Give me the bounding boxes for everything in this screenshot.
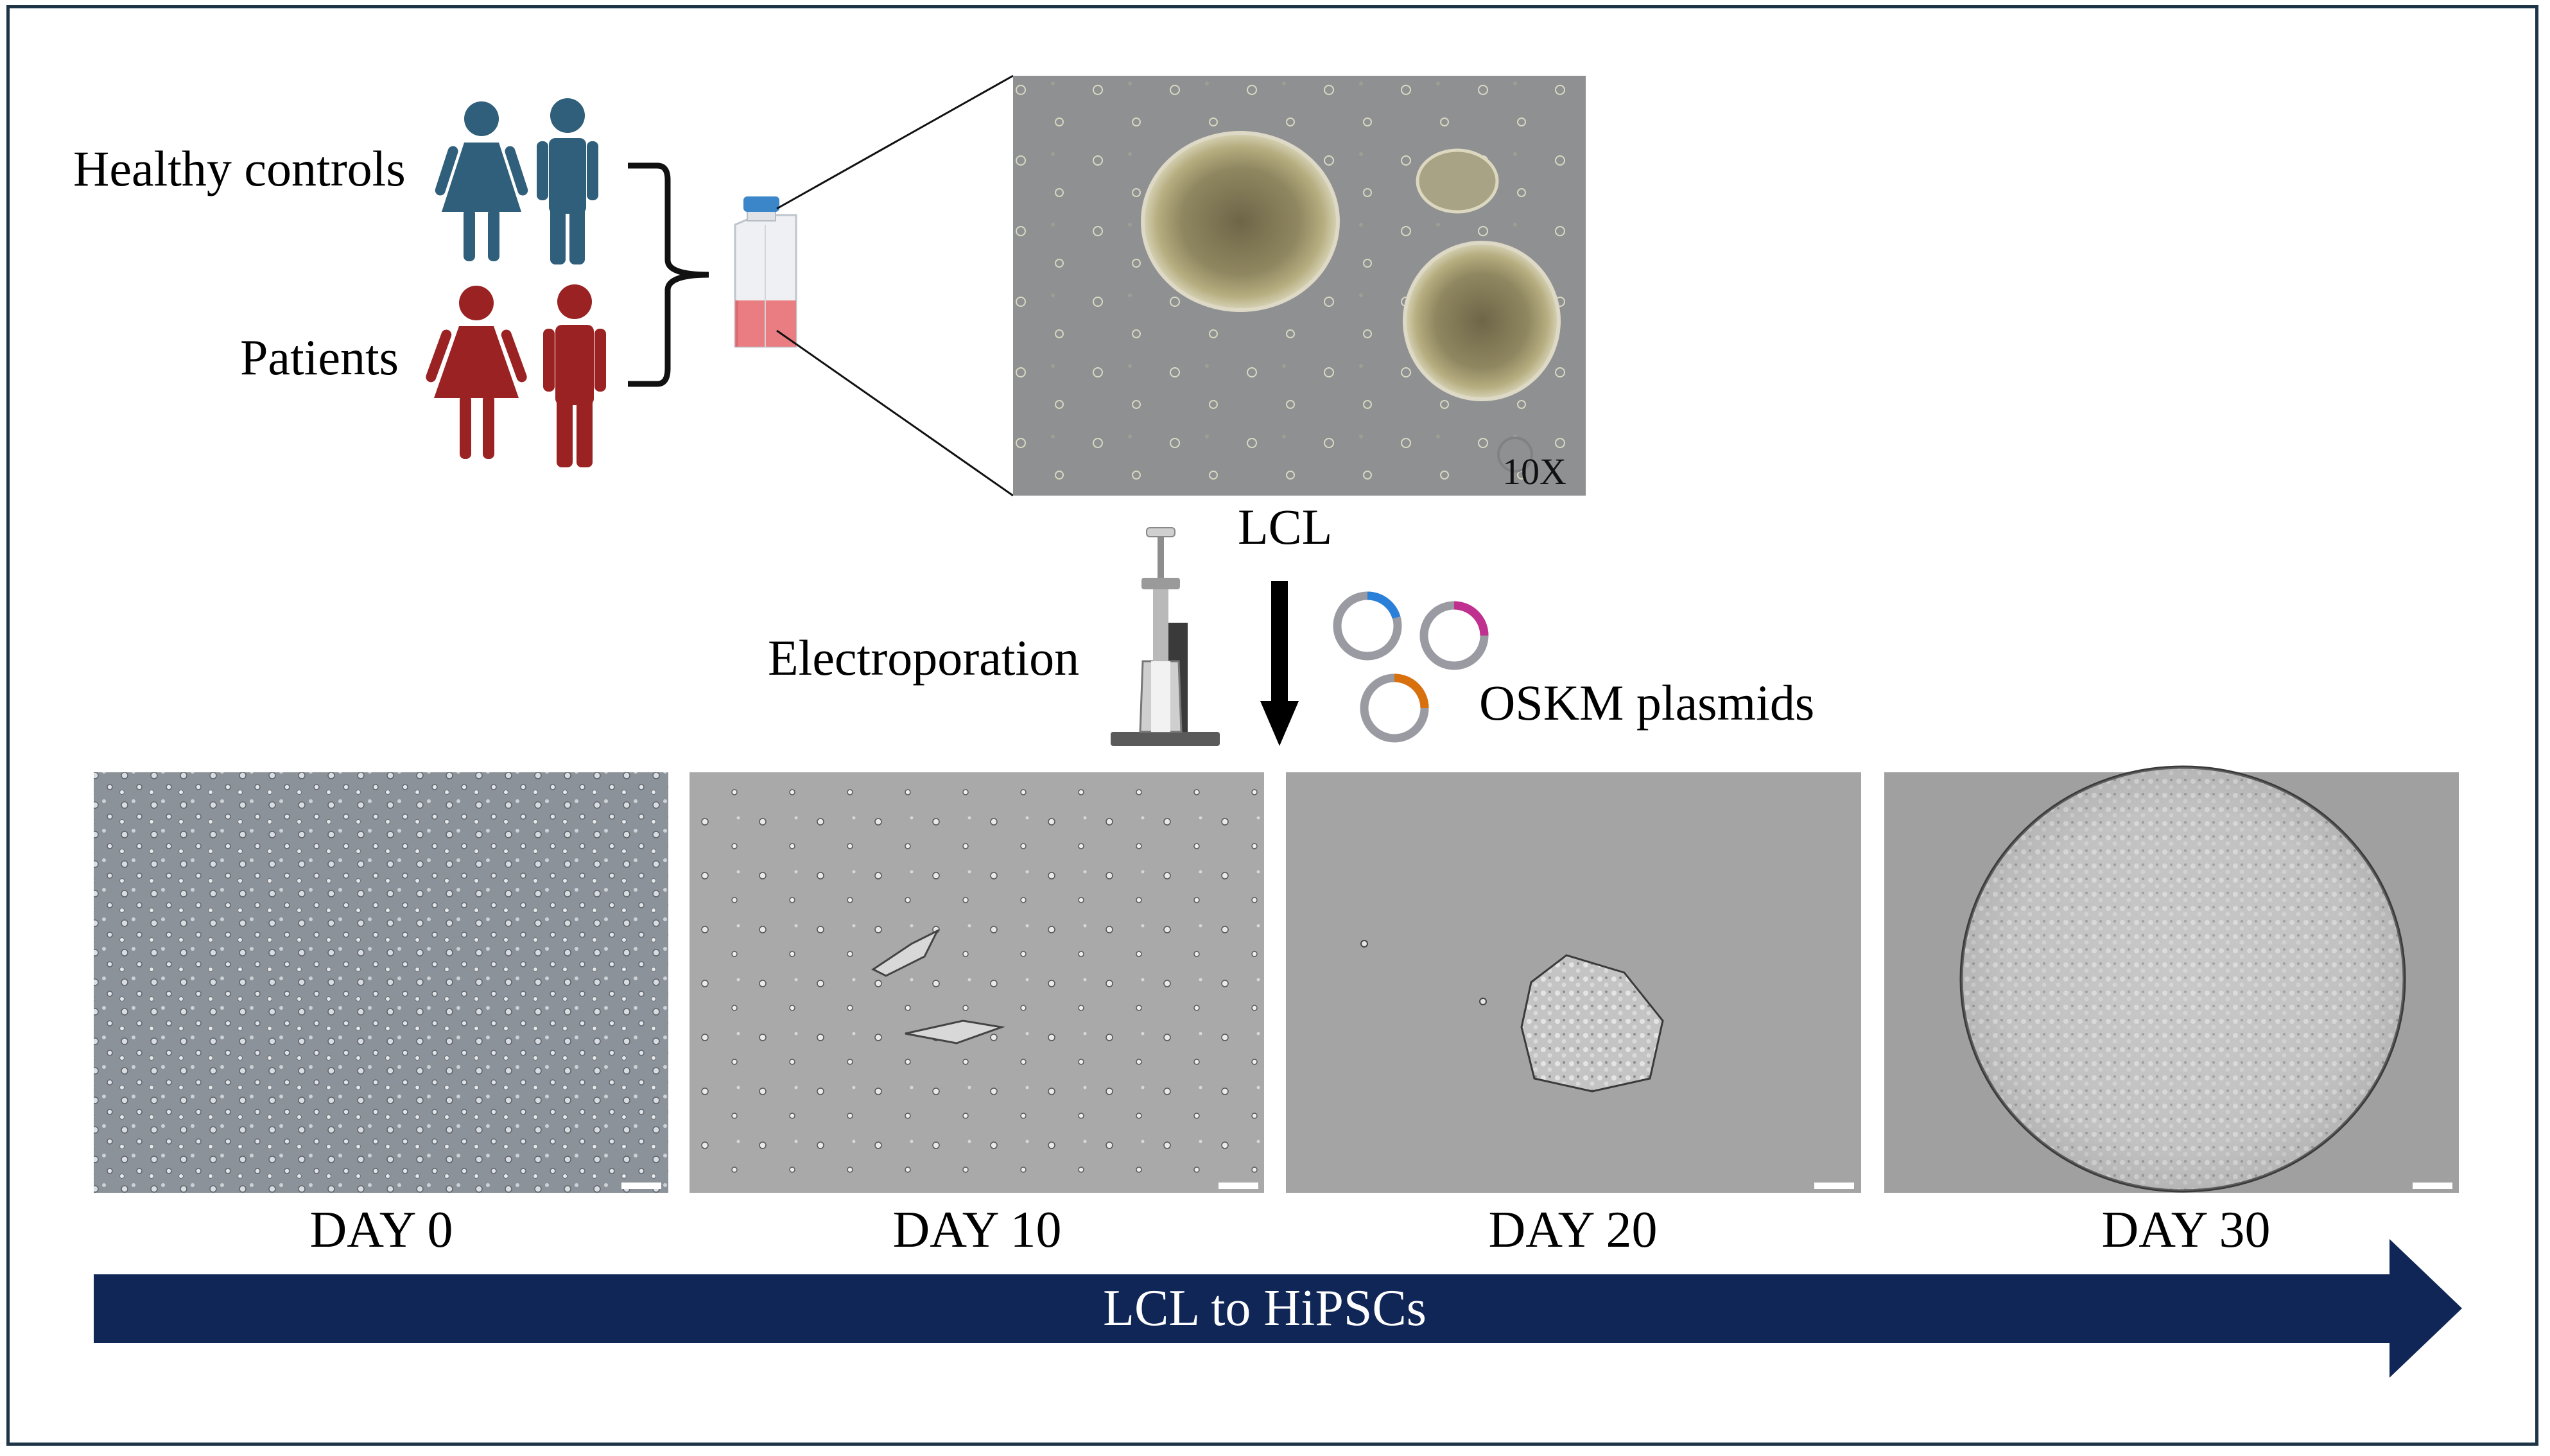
- timeline-label: LCL to HiPSCs: [1103, 1280, 1427, 1337]
- grouping-brace: [628, 162, 709, 387]
- magnification-label: 10X: [1502, 451, 1566, 492]
- plasmid-icon: [1333, 591, 1402, 661]
- micrograph-day-30: [1884, 765, 2459, 1193]
- micrograph-day-0: [94, 772, 668, 1193]
- electroporation-label: Electroporation: [768, 630, 1080, 686]
- patient-female-icon: [426, 286, 527, 459]
- day-0-label: DAY 0: [309, 1202, 453, 1258]
- plasmid-icon: [1419, 601, 1489, 670]
- lcl-micrograph: [1013, 76, 1586, 496]
- day-10-label: DAY 10: [892, 1202, 1062, 1258]
- oskm-plasmids-label: OSKM plasmids: [1479, 675, 1815, 731]
- zoom-line-bottom: [776, 329, 1014, 497]
- patients-label: Patients: [240, 329, 399, 385]
- healthy-controls-label: Healthy controls: [73, 141, 406, 196]
- timeline-arrow: [94, 1239, 2462, 1378]
- patient-male-icon: [543, 284, 606, 467]
- day-30-label: DAY 30: [2101, 1202, 2271, 1258]
- zoom-line-top: [776, 74, 1014, 210]
- outer-frame: [6, 5, 2538, 1446]
- day-20-label: DAY 20: [1488, 1202, 1658, 1258]
- healthy-female-icon: [435, 101, 528, 261]
- lcl-label: LCL: [1238, 499, 1333, 555]
- healthy-male-icon: [537, 98, 598, 264]
- plasmid-icon: [1360, 673, 1429, 743]
- culture-flask-icon: [734, 196, 797, 348]
- micrograph-day-20: [1286, 772, 1861, 1193]
- electroporator-icon: [1111, 527, 1220, 746]
- down-arrow: [1260, 581, 1299, 746]
- micrograph-day-10: [690, 772, 1264, 1193]
